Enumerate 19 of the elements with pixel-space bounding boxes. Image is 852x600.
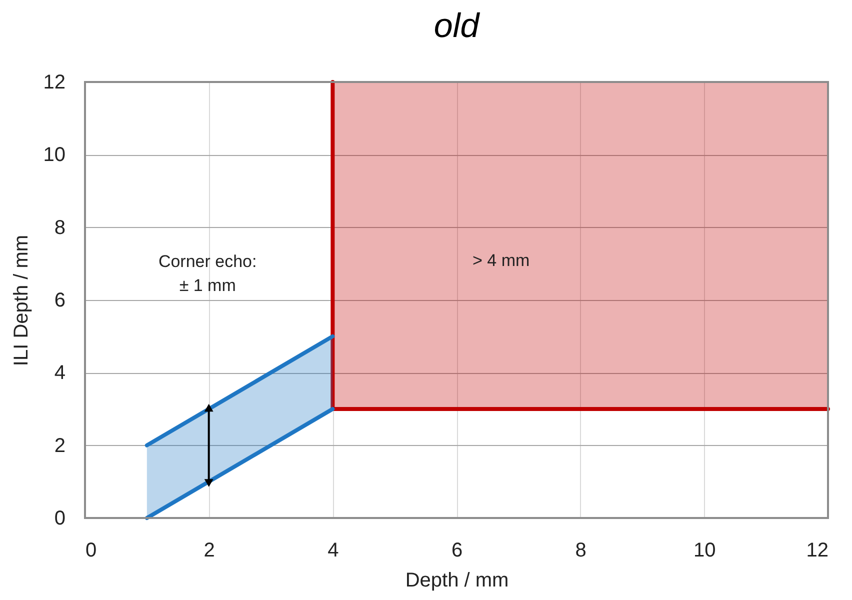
y-tick-label: 12	[43, 72, 66, 94]
y-tick-label: 0	[54, 508, 66, 530]
x-tick-label: 6	[451, 540, 463, 562]
x-axis-title: Depth / mm	[405, 570, 509, 592]
x-tick-label: 0	[86, 540, 97, 562]
y-tick-label: 10	[43, 144, 66, 166]
x-tick-label: 10	[694, 540, 716, 562]
y-tick-label: 6	[54, 290, 66, 312]
y-tick-label: 2	[54, 434, 66, 457]
x-tick-label: 4	[328, 540, 339, 562]
y-axis-title: ILI Depth / mm	[10, 234, 32, 366]
annotation: Corner echo: ± 1 mm	[158, 252, 257, 295]
x-tick-label: 12	[806, 540, 828, 562]
y-tick-label: 8	[54, 216, 66, 239]
x-tick-label: 2	[204, 540, 215, 562]
chart-title: old	[434, 7, 480, 45]
annotation: > 4 mm	[472, 250, 530, 270]
y-tick-label: 4	[54, 362, 66, 384]
x-tick-label: 8	[575, 540, 586, 562]
